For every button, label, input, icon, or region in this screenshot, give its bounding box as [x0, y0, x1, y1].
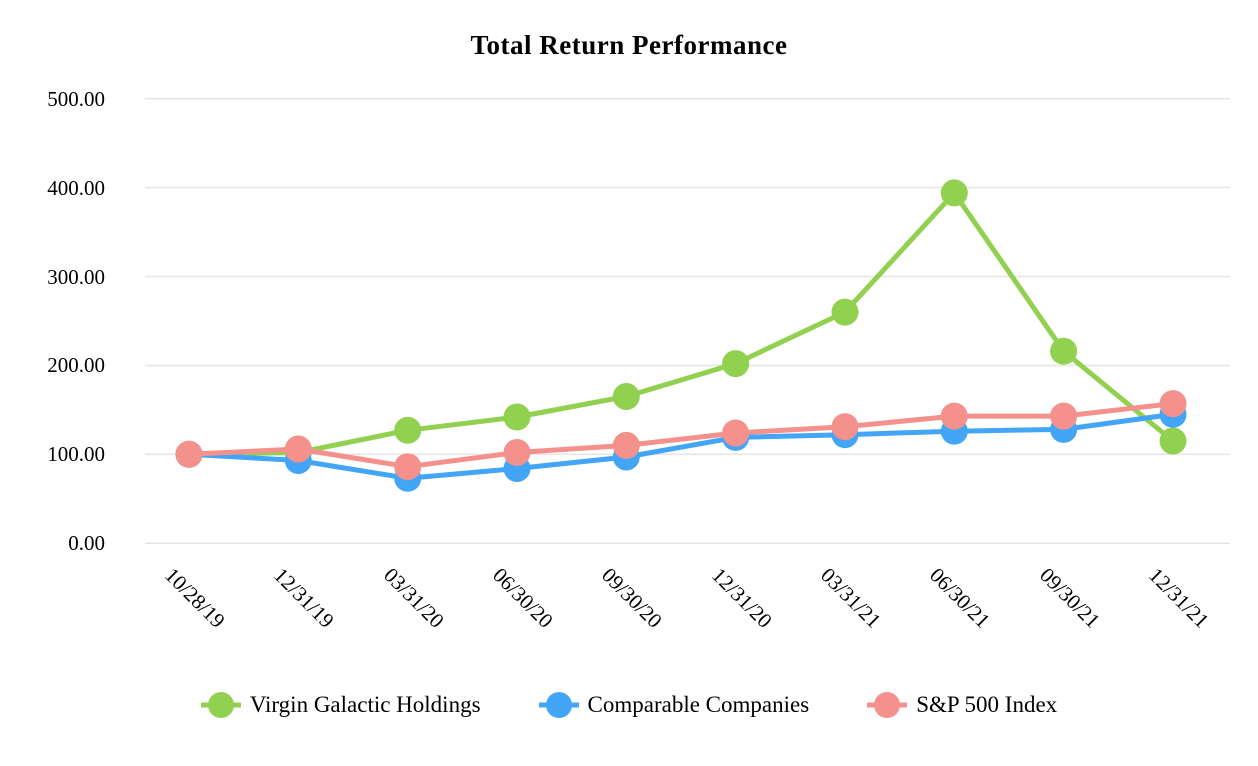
y-tick-label: 0.00 [68, 531, 105, 556]
data-point [722, 419, 750, 447]
legend-label-virgin-galactic: Virgin Galactic Holdings [249, 692, 481, 717]
legend-marker-virgin-galactic-icon [200, 692, 241, 718]
legend-marker-sp500-icon [867, 692, 908, 718]
legend-item-sp500: S&P 500 Index [867, 690, 1057, 720]
data-point [612, 431, 640, 459]
y-tick-label: 500.00 [47, 86, 105, 111]
data-point [503, 403, 531, 431]
series-line [186, 401, 1176, 470]
legend-marker-comparable-companies-icon [538, 692, 579, 718]
legend-item-comparable-companies: Comparable Companies [538, 690, 810, 720]
legend-label-comparable-companies: Comparable Companies [587, 692, 810, 717]
data-point [284, 435, 312, 463]
data-point [831, 298, 859, 326]
data-point [1050, 402, 1078, 430]
data-point [722, 350, 750, 378]
data-point [831, 413, 859, 441]
data-point [612, 383, 640, 410]
y-tick-label: 200.00 [47, 353, 105, 378]
data-point [503, 439, 531, 466]
series-line [186, 190, 1176, 457]
data-point [1050, 337, 1078, 365]
data-point [1159, 390, 1187, 418]
legend-label-sp500: S&P 500 Index [916, 692, 1058, 717]
y-tick-label: 100.00 [47, 442, 105, 467]
series-line [186, 411, 1176, 481]
y-tick-label: 400.00 [47, 175, 105, 200]
data-point [940, 402, 968, 430]
data-point [1159, 427, 1187, 455]
y-tick-label: 300.00 [47, 264, 105, 289]
data-point [394, 453, 422, 481]
data-point [940, 179, 968, 207]
data-point [175, 440, 203, 468]
data-point [394, 416, 422, 444]
chart-title: Total Return Performance [470, 30, 788, 60]
legend-item-virgin-galactic: Virgin Galactic Holdings [200, 690, 481, 720]
legend: Virgin Galactic Holdings Comparable Comp… [0, 690, 1258, 720]
